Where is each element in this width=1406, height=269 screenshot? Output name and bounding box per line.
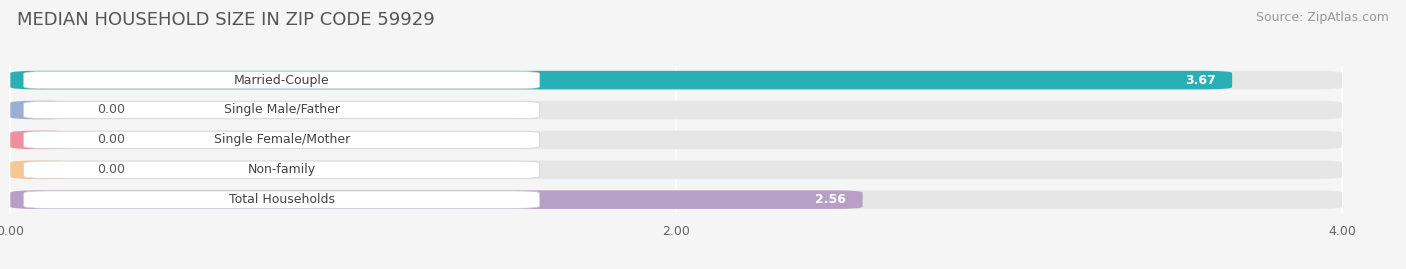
Text: 2.56: 2.56: [815, 193, 846, 206]
FancyBboxPatch shape: [10, 190, 1341, 209]
FancyBboxPatch shape: [10, 190, 863, 209]
FancyBboxPatch shape: [10, 101, 70, 119]
FancyBboxPatch shape: [24, 131, 540, 148]
Text: Non-family: Non-family: [247, 163, 316, 176]
FancyBboxPatch shape: [10, 131, 1341, 149]
FancyBboxPatch shape: [24, 191, 540, 208]
Text: 0.00: 0.00: [97, 133, 125, 146]
Text: 0.00: 0.00: [97, 104, 125, 116]
Text: 3.67: 3.67: [1185, 74, 1216, 87]
FancyBboxPatch shape: [24, 101, 540, 119]
Text: Married-Couple: Married-Couple: [233, 74, 329, 87]
FancyBboxPatch shape: [24, 161, 540, 178]
Text: Source: ZipAtlas.com: Source: ZipAtlas.com: [1256, 11, 1389, 24]
Text: Single Male/Father: Single Male/Father: [224, 104, 340, 116]
FancyBboxPatch shape: [10, 71, 1232, 89]
FancyBboxPatch shape: [10, 71, 1341, 89]
FancyBboxPatch shape: [10, 131, 70, 149]
Text: Single Female/Mother: Single Female/Mother: [214, 133, 350, 146]
FancyBboxPatch shape: [24, 72, 540, 89]
Text: 0.00: 0.00: [97, 163, 125, 176]
FancyBboxPatch shape: [10, 161, 70, 179]
FancyBboxPatch shape: [10, 161, 1341, 179]
Text: MEDIAN HOUSEHOLD SIZE IN ZIP CODE 59929: MEDIAN HOUSEHOLD SIZE IN ZIP CODE 59929: [17, 11, 434, 29]
Text: Total Households: Total Households: [229, 193, 335, 206]
FancyBboxPatch shape: [10, 101, 1341, 119]
